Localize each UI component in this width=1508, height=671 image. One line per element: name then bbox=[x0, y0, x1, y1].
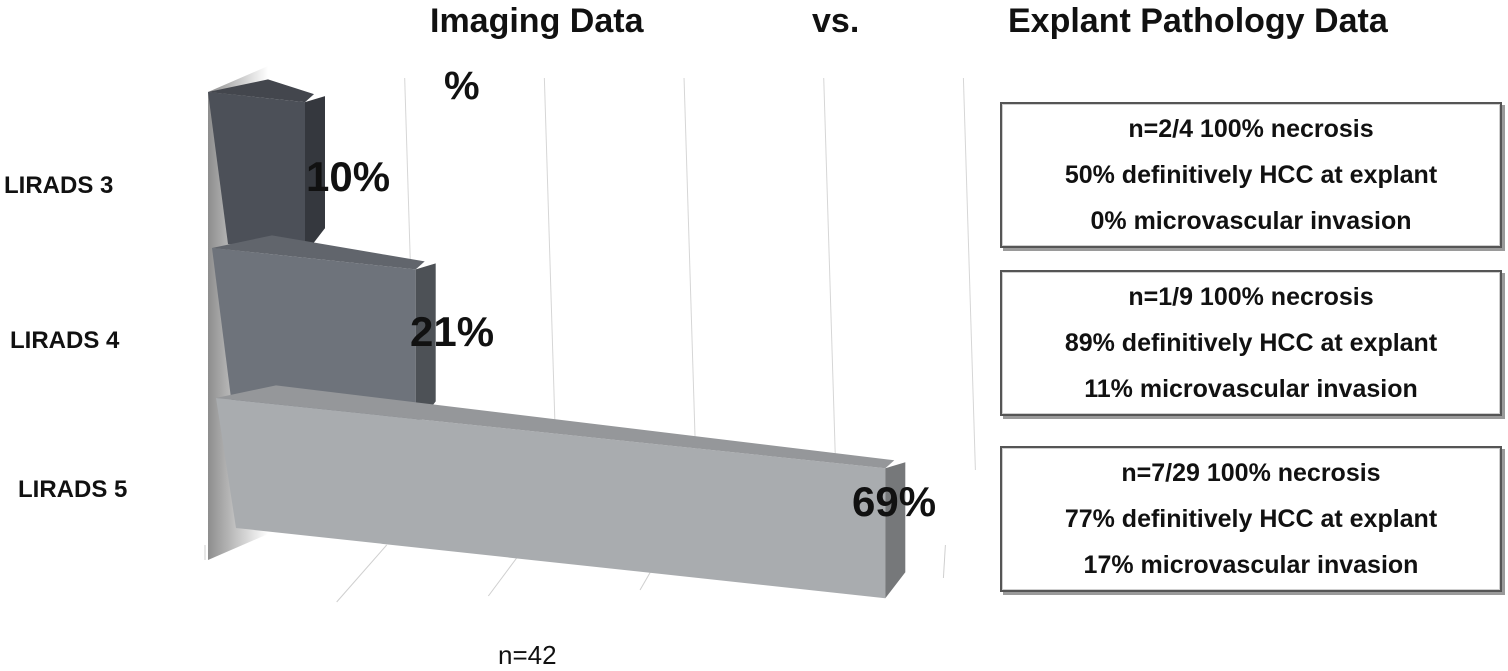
pathology-box-lirads-4: n=1/9 100% necrosis 89% definitively HCC… bbox=[1000, 270, 1502, 416]
gridline-100 bbox=[962, 77, 976, 471]
category-label-lirads-4: LIRADS 4 bbox=[10, 327, 120, 354]
bar-front-lirads-3 bbox=[208, 92, 305, 255]
vs-label: vs. bbox=[812, 2, 860, 40]
pathology-necrosis-lirads-5: n=7/29 100% necrosis bbox=[1121, 458, 1381, 487]
pathology-hcc-lirads-3: 50% definitively HCC at explant bbox=[1064, 160, 1438, 189]
bar-top-lirads-5 bbox=[216, 385, 895, 469]
data-label-lirads-3: 10% bbox=[306, 153, 391, 200]
bar-side-lirads-3 bbox=[305, 96, 325, 255]
percent-unit-label: % bbox=[444, 64, 480, 108]
gridline-60 bbox=[683, 77, 697, 471]
pathology-box-lirads-3: n=2/4 100% necrosis 50% definitively HCC… bbox=[1000, 102, 1502, 248]
gridline-40 bbox=[543, 77, 557, 471]
pathology-hcc-lirads-4: 89% definitively HCC at explant bbox=[1064, 328, 1438, 357]
pathology-hcc-lirads-5: 77% definitively HCC at explant bbox=[1064, 504, 1438, 533]
bar-front-lirads-4 bbox=[212, 248, 416, 428]
bar-top-lirads-3 bbox=[208, 79, 314, 103]
bar-side-lirads-4 bbox=[415, 263, 436, 428]
floor-gridline-20 bbox=[336, 544, 388, 603]
explant-pathology-title: Explant Pathology Data bbox=[1008, 2, 1388, 40]
pathology-necrosis-lirads-4: n=1/9 100% necrosis bbox=[1128, 282, 1374, 311]
data-label-lirads-4: 21% bbox=[410, 308, 495, 355]
data-label-lirads-5: 69% bbox=[852, 478, 937, 525]
floor-gridline-100 bbox=[942, 544, 946, 579]
pathology-invasion-lirads-4: 11% microvascular invasion bbox=[1084, 374, 1418, 403]
gridline-80 bbox=[823, 77, 837, 471]
pathology-box-lirads-5: n=7/29 100% necrosis 77% definitively HC… bbox=[1000, 446, 1502, 592]
imaging-data-title: Imaging Data bbox=[430, 2, 644, 40]
pathology-necrosis-lirads-3: n=2/4 100% necrosis bbox=[1128, 114, 1374, 143]
bar-side-lirads-5 bbox=[885, 462, 906, 599]
pathology-invasion-lirads-5: 17% microvascular invasion bbox=[1083, 550, 1419, 579]
pathology-invasion-lirads-3: 0% microvascular invasion bbox=[1090, 206, 1412, 235]
bar-top-lirads-4 bbox=[212, 235, 425, 270]
category-label-lirads-5: LIRADS 5 bbox=[18, 476, 128, 503]
bar-front-lirads-5 bbox=[216, 398, 886, 599]
category-label-lirads-3: LIRADS 3 bbox=[4, 172, 114, 199]
sample-size-label: n=42 bbox=[498, 640, 557, 670]
